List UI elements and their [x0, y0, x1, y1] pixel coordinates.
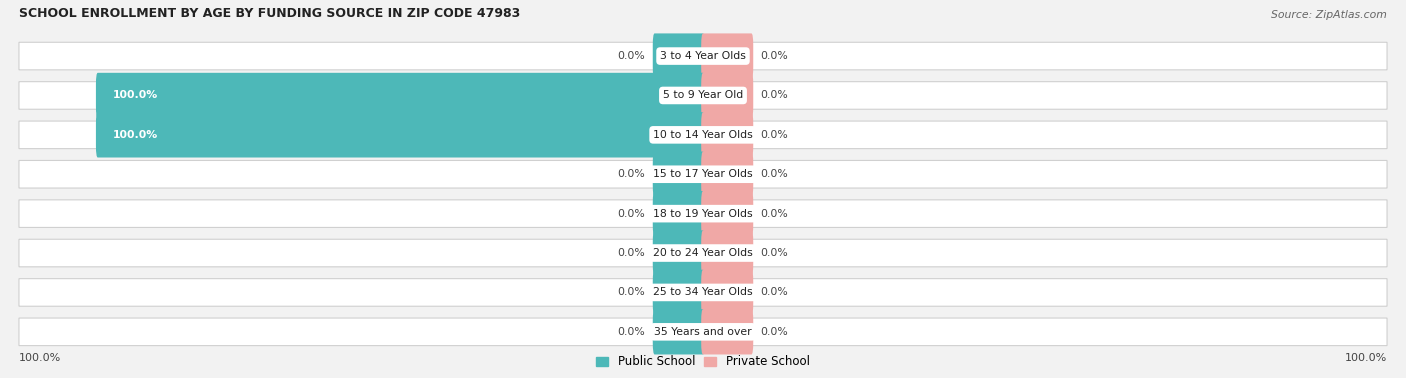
FancyBboxPatch shape: [652, 230, 704, 276]
Text: 0.0%: 0.0%: [617, 327, 645, 337]
FancyBboxPatch shape: [702, 112, 754, 158]
FancyBboxPatch shape: [652, 270, 704, 315]
FancyBboxPatch shape: [702, 270, 754, 315]
Text: 0.0%: 0.0%: [761, 51, 789, 61]
FancyBboxPatch shape: [18, 161, 1388, 188]
Text: 0.0%: 0.0%: [761, 169, 789, 179]
FancyBboxPatch shape: [702, 73, 754, 118]
FancyBboxPatch shape: [702, 191, 754, 236]
FancyBboxPatch shape: [18, 200, 1388, 228]
Text: 0.0%: 0.0%: [761, 327, 789, 337]
FancyBboxPatch shape: [702, 309, 754, 355]
Text: 100.0%: 100.0%: [112, 90, 157, 101]
Text: 0.0%: 0.0%: [617, 209, 645, 218]
Text: 10 to 14 Year Olds: 10 to 14 Year Olds: [654, 130, 752, 140]
Text: Source: ZipAtlas.com: Source: ZipAtlas.com: [1271, 10, 1386, 20]
Text: 3 to 4 Year Olds: 3 to 4 Year Olds: [659, 51, 747, 61]
Text: 5 to 9 Year Old: 5 to 9 Year Old: [662, 90, 744, 101]
Text: 100.0%: 100.0%: [112, 130, 157, 140]
Text: 0.0%: 0.0%: [617, 287, 645, 297]
FancyBboxPatch shape: [702, 152, 754, 197]
FancyBboxPatch shape: [702, 230, 754, 276]
Text: 0.0%: 0.0%: [761, 287, 789, 297]
Text: 0.0%: 0.0%: [617, 51, 645, 61]
Text: 100.0%: 100.0%: [20, 353, 62, 363]
Text: 15 to 17 Year Olds: 15 to 17 Year Olds: [654, 169, 752, 179]
FancyBboxPatch shape: [652, 152, 704, 197]
FancyBboxPatch shape: [18, 279, 1388, 306]
FancyBboxPatch shape: [96, 112, 704, 158]
Text: 0.0%: 0.0%: [617, 169, 645, 179]
FancyBboxPatch shape: [652, 33, 704, 79]
FancyBboxPatch shape: [18, 318, 1388, 345]
FancyBboxPatch shape: [96, 73, 704, 118]
Text: 0.0%: 0.0%: [761, 209, 789, 218]
Text: 20 to 24 Year Olds: 20 to 24 Year Olds: [654, 248, 752, 258]
FancyBboxPatch shape: [702, 33, 754, 79]
Text: 100.0%: 100.0%: [1344, 353, 1386, 363]
FancyBboxPatch shape: [18, 239, 1388, 267]
Legend: Public School, Private School: Public School, Private School: [592, 351, 814, 373]
Text: 0.0%: 0.0%: [761, 130, 789, 140]
FancyBboxPatch shape: [18, 82, 1388, 109]
Text: 0.0%: 0.0%: [617, 248, 645, 258]
FancyBboxPatch shape: [18, 42, 1388, 70]
Text: 0.0%: 0.0%: [761, 90, 789, 101]
FancyBboxPatch shape: [652, 191, 704, 236]
Text: 35 Years and over: 35 Years and over: [654, 327, 752, 337]
FancyBboxPatch shape: [652, 309, 704, 355]
Text: 0.0%: 0.0%: [761, 248, 789, 258]
Text: 18 to 19 Year Olds: 18 to 19 Year Olds: [654, 209, 752, 218]
FancyBboxPatch shape: [18, 121, 1388, 149]
Text: 25 to 34 Year Olds: 25 to 34 Year Olds: [654, 287, 752, 297]
Text: SCHOOL ENROLLMENT BY AGE BY FUNDING SOURCE IN ZIP CODE 47983: SCHOOL ENROLLMENT BY AGE BY FUNDING SOUR…: [20, 7, 520, 20]
